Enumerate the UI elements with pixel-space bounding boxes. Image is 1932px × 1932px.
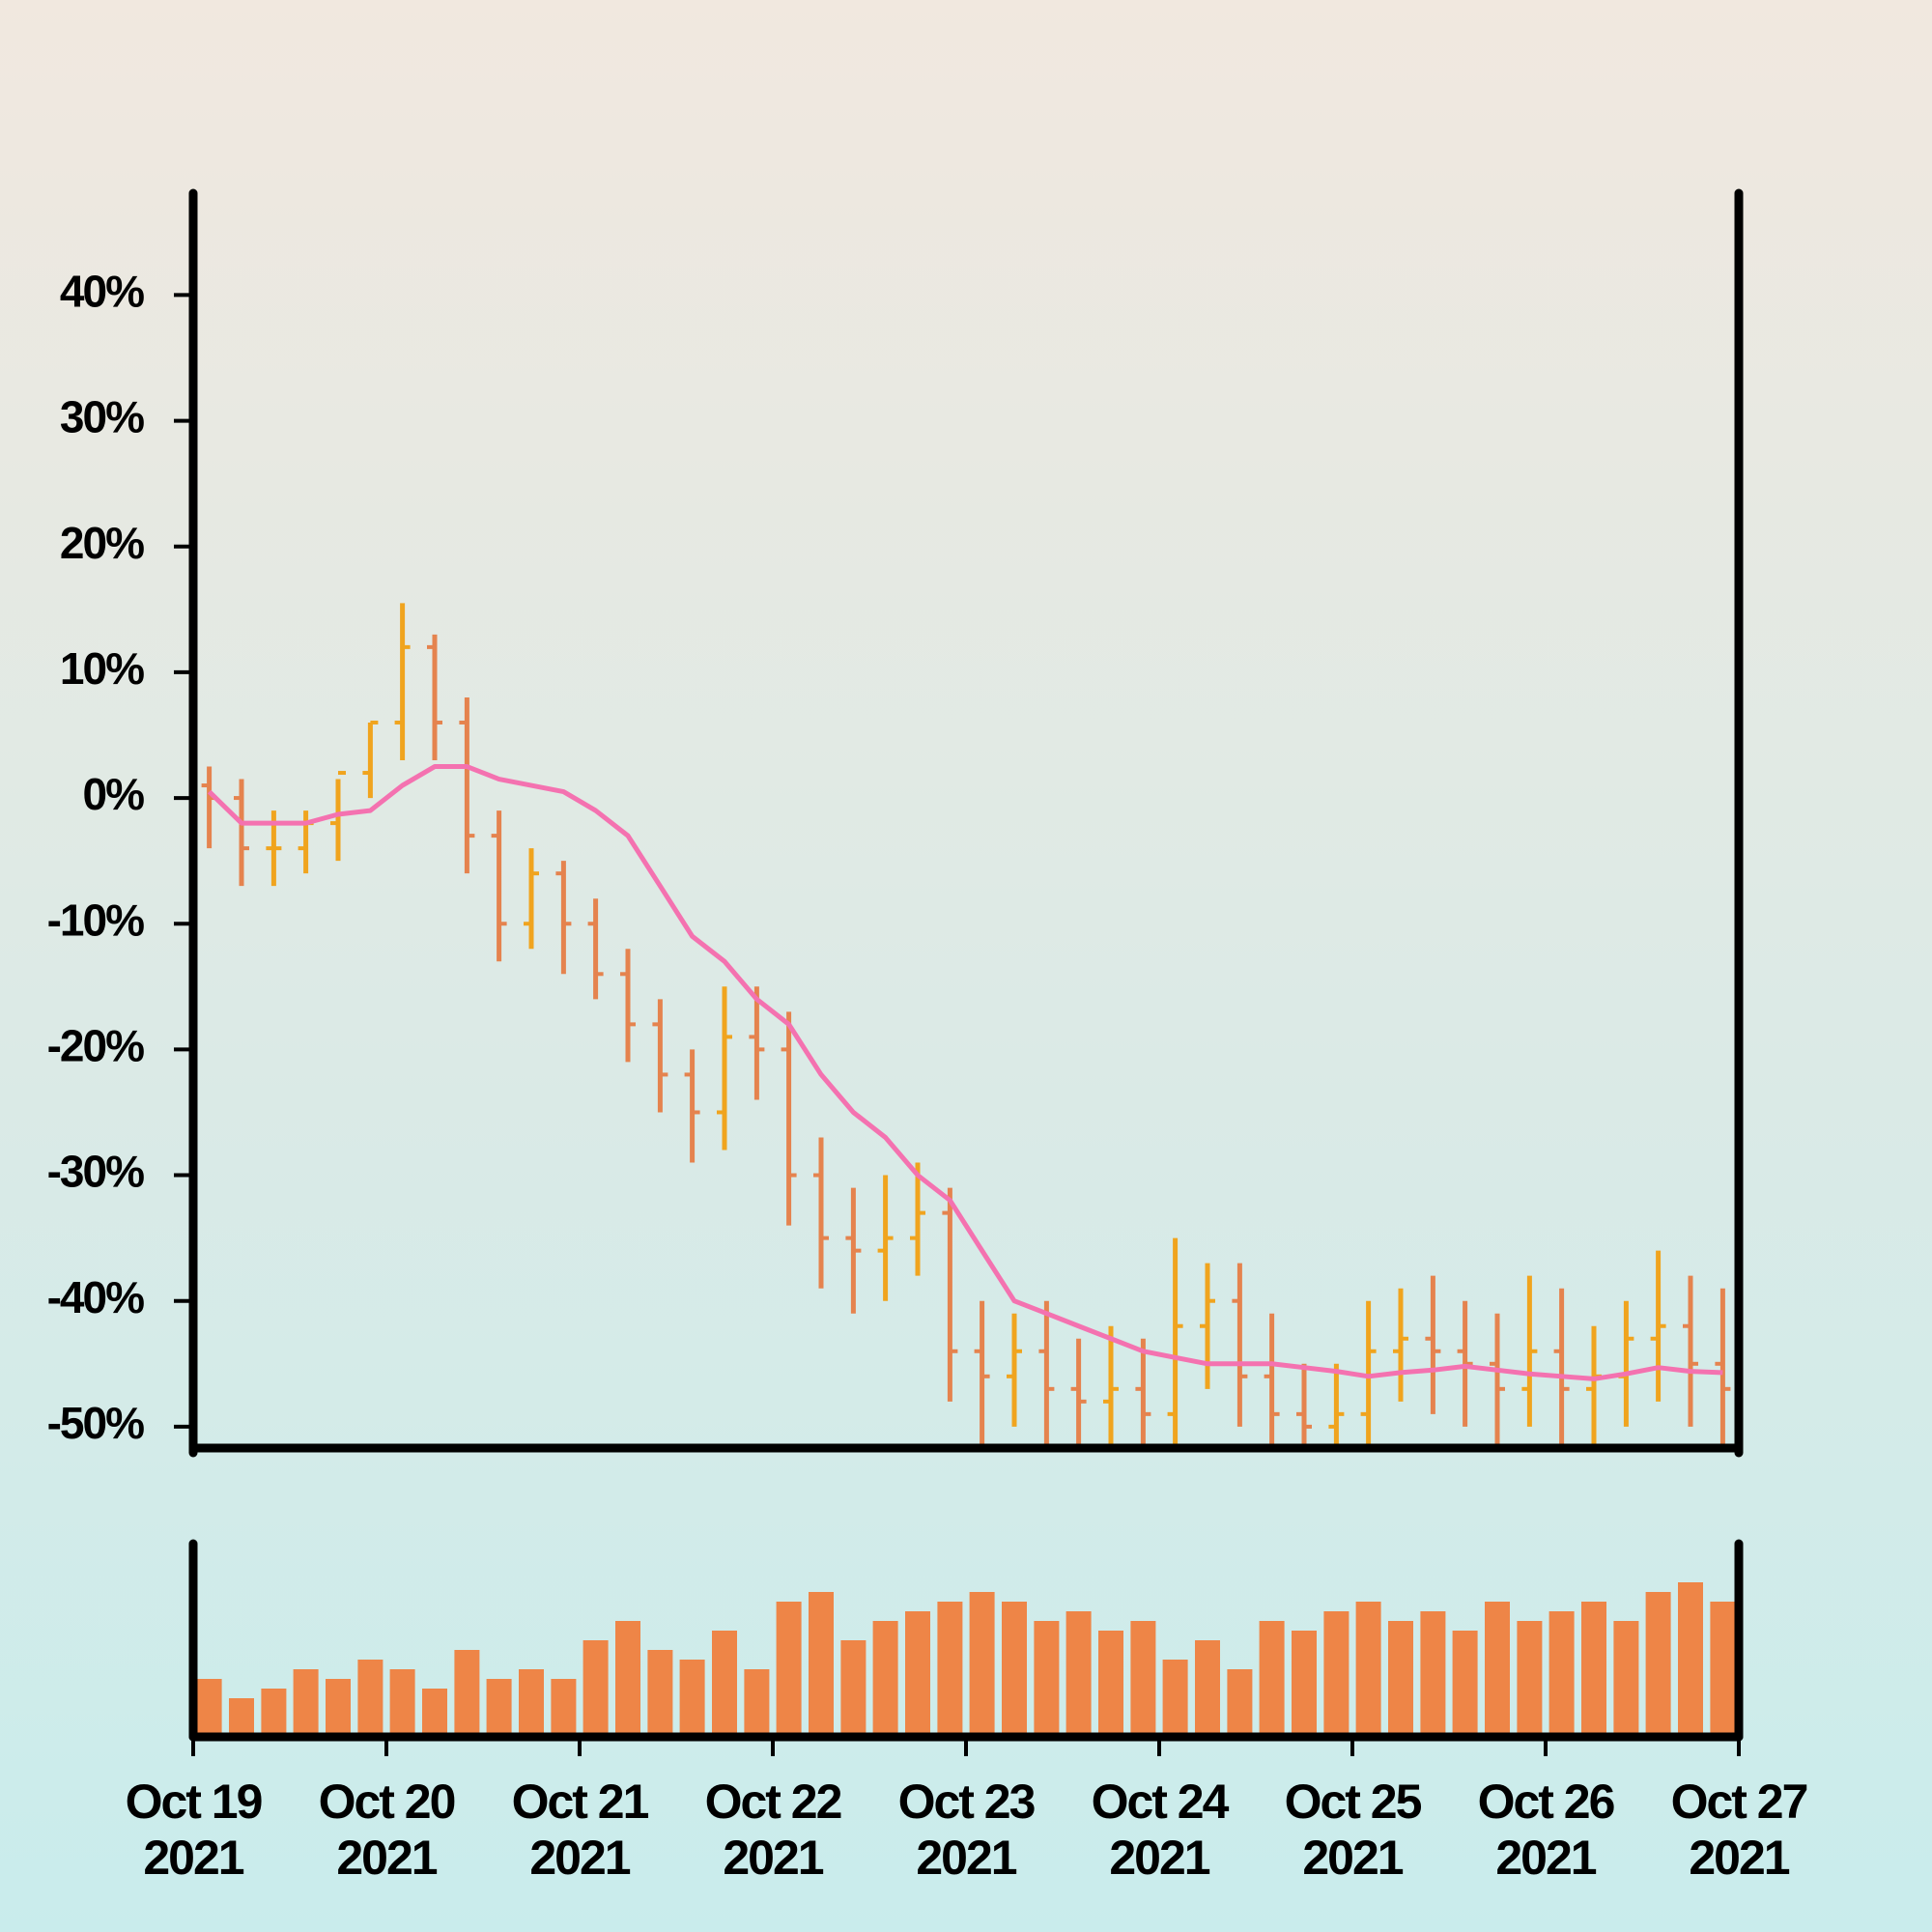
volume-bar [969, 1592, 995, 1737]
volume-bar [809, 1592, 834, 1737]
volume-bar [229, 1698, 254, 1737]
y-tick-label: 0% [83, 769, 145, 819]
volume-bar [1162, 1660, 1188, 1737]
volume-bar [551, 1679, 577, 1737]
volume-bar [1420, 1611, 1446, 1737]
volume-bar [1548, 1611, 1575, 1737]
volume-bar [1355, 1602, 1381, 1737]
volume-bar [1710, 1602, 1736, 1737]
volume-bar [357, 1660, 384, 1737]
volume-bar [1452, 1631, 1478, 1737]
y-tick-label: -40% [47, 1272, 144, 1322]
volume-bar [840, 1640, 867, 1737]
x-tick-label: Oct 27 2021 [1670, 1775, 1809, 1885]
volume-bar [744, 1669, 770, 1737]
volume-bar [1485, 1602, 1510, 1737]
volume-bar [679, 1660, 705, 1737]
volume-bar [1227, 1669, 1253, 1737]
volume-bar [326, 1679, 351, 1737]
y-tick-label: 20% [60, 518, 144, 568]
x-tick-label: Oct 22 2021 [704, 1775, 843, 1885]
volume-bar [1065, 1611, 1092, 1737]
volume-bar [1613, 1621, 1639, 1737]
volume-bar [389, 1669, 415, 1737]
y-tick-label: -10% [47, 895, 144, 945]
y-tick-label: -20% [47, 1021, 144, 1071]
volume-bar [712, 1631, 737, 1737]
y-tick-label: 10% [60, 643, 144, 694]
volume-bar [1259, 1621, 1285, 1737]
volume-bar [196, 1679, 222, 1737]
y-tick-label: 40% [60, 267, 144, 317]
y-tick-label: 30% [60, 392, 144, 442]
volume-bar [486, 1679, 512, 1737]
volume-bar [776, 1602, 802, 1737]
volume-bar [615, 1621, 640, 1737]
volume-bar [1323, 1611, 1350, 1737]
volume-bar [905, 1611, 930, 1737]
volume-bar [872, 1621, 898, 1737]
volume-bar [1098, 1631, 1123, 1737]
volume-bar [1645, 1592, 1671, 1737]
volume-bar [1002, 1602, 1027, 1737]
volume-bar [1034, 1621, 1060, 1737]
volume-bar [293, 1669, 319, 1737]
volume-bar [519, 1669, 544, 1737]
x-tick-label: Oct 20 2021 [318, 1775, 457, 1885]
x-tick-label: Oct 26 2021 [1477, 1775, 1616, 1885]
volume-bar [422, 1689, 447, 1737]
volume-bar [1292, 1631, 1317, 1737]
y-tick-label: -50% [47, 1398, 144, 1448]
x-tick-label: Oct 24 2021 [1091, 1775, 1230, 1885]
volume-bar [1517, 1621, 1543, 1737]
volume-bar [937, 1602, 963, 1737]
volume-bar [647, 1650, 673, 1737]
x-tick-label: Oct 19 2021 [125, 1775, 264, 1885]
volume-bar [261, 1689, 287, 1737]
x-tick-label: Oct 23 2021 [897, 1775, 1037, 1885]
volume-bar [582, 1640, 609, 1737]
x-tick-label: Oct 21 2021 [511, 1775, 650, 1885]
volume-bar [1388, 1621, 1413, 1737]
volume-bar [1678, 1582, 1703, 1737]
volume-bar [1130, 1621, 1156, 1737]
volume-bar [1581, 1602, 1606, 1737]
x-tick-label: Oct 25 2021 [1284, 1775, 1423, 1885]
volume-bar [1195, 1640, 1220, 1737]
y-tick-label: -30% [47, 1147, 144, 1197]
moving-average-line [207, 764, 1723, 1381]
volume-bar [454, 1650, 480, 1737]
